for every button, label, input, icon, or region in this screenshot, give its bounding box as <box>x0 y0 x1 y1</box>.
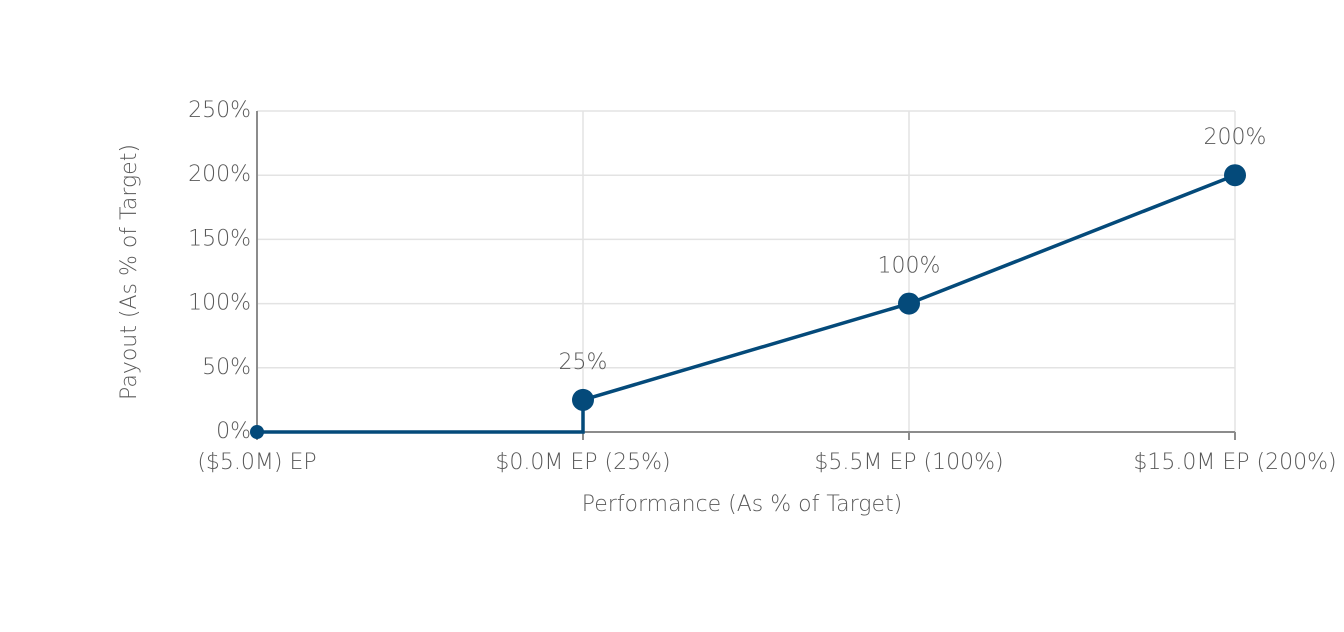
y-axis-title: Payout (As % of Target) <box>117 144 142 400</box>
data-label: 25% <box>559 350 608 375</box>
point <box>1224 164 1246 187</box>
x-tick-label: $0.0M EP (25%) <box>495 450 670 475</box>
y-tick-label: 200% <box>188 162 251 187</box>
y-tick-label: 0% <box>216 419 251 444</box>
x-tick-label: $15.0M EP (200%) <box>1133 450 1336 475</box>
x-tick-label: $5.5M EP (100%) <box>814 450 1003 475</box>
point <box>250 425 264 439</box>
data-label: 100% <box>878 254 941 279</box>
data-label: 200% <box>1204 125 1267 150</box>
y-tick-label: 100% <box>188 291 251 316</box>
point <box>898 292 920 315</box>
y-tick-label: 250% <box>188 98 251 123</box>
x-axis-title: Performance (As % of Target) <box>582 492 902 517</box>
y-tick-label: 150% <box>188 226 251 251</box>
y-tick-label: 50% <box>202 355 251 380</box>
point <box>572 388 594 411</box>
x-tick-label: ($5.0M) EP <box>197 450 316 475</box>
